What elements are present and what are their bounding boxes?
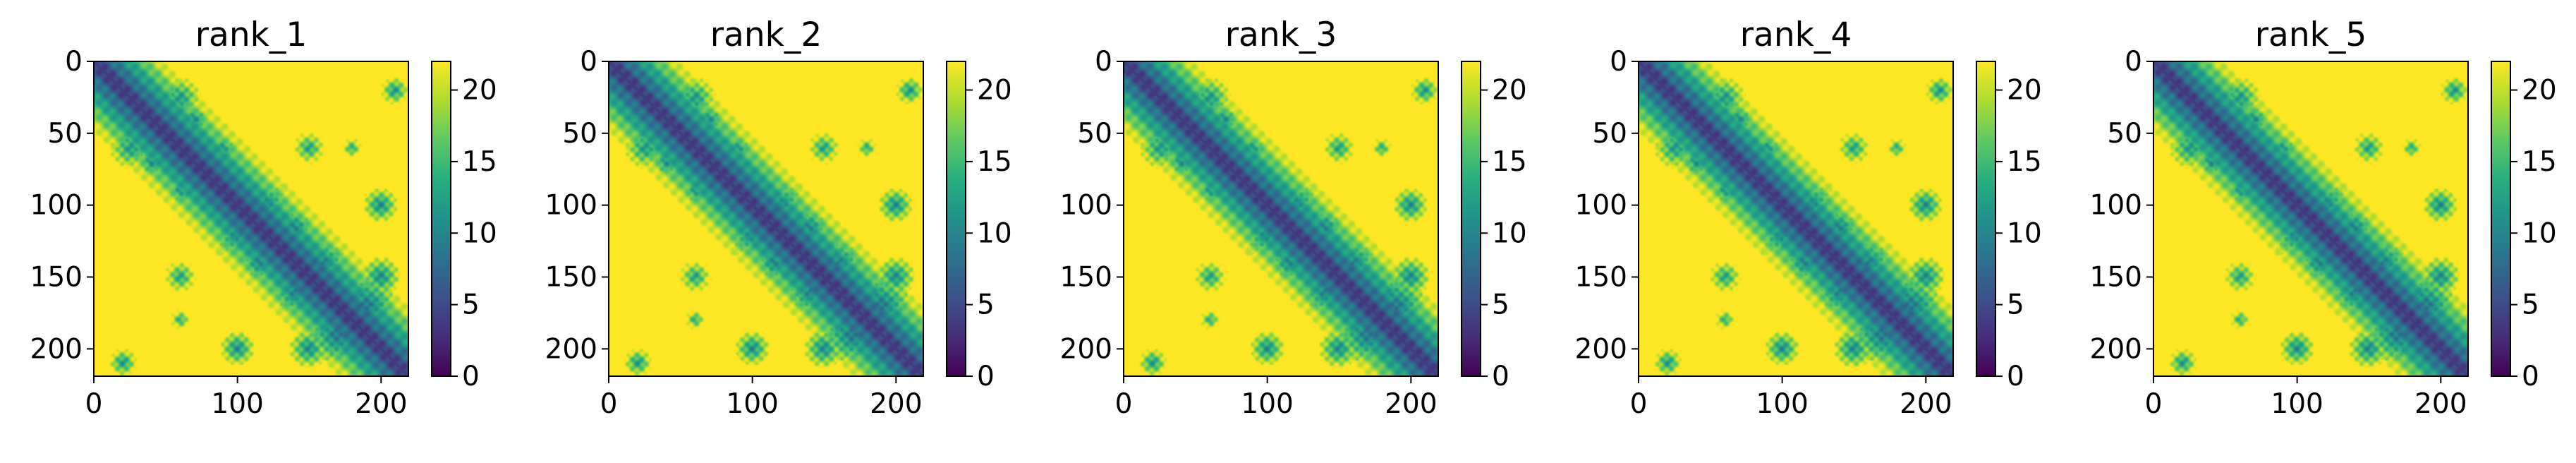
y-tick-label: 100 xyxy=(30,190,83,222)
y-tick-label: 50 xyxy=(562,118,597,150)
colorbar-tick-label: 5 xyxy=(2007,289,2024,321)
x-tick-label: 200 xyxy=(355,388,407,420)
colorbar-tick-label: 0 xyxy=(2007,361,2024,392)
distance-heatmap xyxy=(609,61,923,376)
colorbar-tick-label: 0 xyxy=(977,361,995,392)
axes-frame xyxy=(1123,61,1439,377)
colorbar-tick-label: 15 xyxy=(462,146,497,178)
x-tick-label: 0 xyxy=(1115,388,1133,420)
colorbar-tick-label: 5 xyxy=(2522,289,2539,321)
distance-heatmap xyxy=(1639,61,1953,376)
colorbar-tick-label: 10 xyxy=(1492,217,1527,249)
x-tick-label: 200 xyxy=(1900,388,1952,420)
colorbar-tick-label: 10 xyxy=(2007,217,2042,249)
y-tick-label: 100 xyxy=(1060,190,1112,222)
y-tick-label: 150 xyxy=(545,261,597,293)
colorbar-frame xyxy=(431,61,451,377)
colorbar-tick-label: 15 xyxy=(2522,146,2557,178)
colorbar-frame xyxy=(946,61,966,377)
distance-heatmap xyxy=(94,61,408,376)
y-tick-label: 50 xyxy=(1592,118,1627,150)
colorbar-frame xyxy=(1461,61,1481,377)
colorbar-tick-label: 20 xyxy=(2522,75,2557,107)
x-tick-label: 100 xyxy=(1241,388,1293,420)
axes-frame xyxy=(608,61,924,377)
y-tick-label: 50 xyxy=(2107,118,2142,150)
axes-frame xyxy=(93,61,409,377)
colorbar-tick-label: 0 xyxy=(1492,361,1509,392)
colorbar-tick-label: 10 xyxy=(2522,217,2557,249)
y-tick-label: 0 xyxy=(580,46,597,78)
panel-title: rank_3 xyxy=(1225,16,1337,54)
y-tick-label: 150 xyxy=(1575,261,1627,293)
distance-heatmap xyxy=(1124,61,1438,376)
colorbar-tick-label: 5 xyxy=(977,289,995,321)
y-tick-label: 200 xyxy=(2090,333,2142,365)
distance-heatmap xyxy=(2153,61,2468,376)
y-tick-label: 0 xyxy=(2125,46,2142,78)
colorbar-tick-label: 20 xyxy=(462,75,497,107)
y-tick-label: 50 xyxy=(1077,118,1112,150)
colorbar xyxy=(432,61,451,376)
colorbar-frame xyxy=(1976,61,1996,377)
y-tick-label: 0 xyxy=(65,46,83,78)
axes-frame xyxy=(1638,61,1954,377)
panel-title: rank_2 xyxy=(710,16,822,54)
y-tick-label: 100 xyxy=(2090,190,2142,222)
x-tick-label: 200 xyxy=(1385,388,1437,420)
colorbar-tick-label: 20 xyxy=(2007,75,2042,107)
x-tick-label: 0 xyxy=(600,388,618,420)
y-tick-label: 200 xyxy=(1060,333,1112,365)
panel-title: rank_1 xyxy=(195,16,308,54)
colorbar xyxy=(1976,61,1995,376)
y-tick-label: 200 xyxy=(1575,333,1627,365)
y-tick-label: 0 xyxy=(1095,46,1112,78)
axes-frame xyxy=(2153,61,2469,377)
colorbar xyxy=(947,61,966,376)
y-tick-label: 100 xyxy=(545,190,597,222)
x-tick-label: 100 xyxy=(2271,388,2323,420)
y-tick-label: 200 xyxy=(545,333,597,365)
x-tick-label: 0 xyxy=(1630,388,1648,420)
y-tick-label: 200 xyxy=(30,333,83,365)
colorbar-tick-label: 15 xyxy=(2007,146,2042,178)
colorbar-tick-label: 10 xyxy=(462,217,497,249)
colorbar xyxy=(1462,61,1481,376)
colorbar-tick-label: 15 xyxy=(977,146,1012,178)
colorbar-frame xyxy=(2491,61,2511,377)
colorbar-tick-label: 0 xyxy=(2522,361,2539,392)
colorbar-tick-label: 10 xyxy=(977,217,1012,249)
y-tick-label: 100 xyxy=(1575,190,1627,222)
x-tick-label: 0 xyxy=(85,388,103,420)
x-tick-label: 200 xyxy=(870,388,922,420)
colorbar-tick-label: 20 xyxy=(1492,75,1527,107)
panel-title: rank_5 xyxy=(2255,16,2367,54)
x-tick-label: 100 xyxy=(726,388,778,420)
x-tick-label: 100 xyxy=(211,388,263,420)
y-tick-label: 150 xyxy=(30,261,83,293)
colorbar-tick-label: 0 xyxy=(462,361,480,392)
x-tick-label: 100 xyxy=(1756,388,1808,420)
x-tick-label: 200 xyxy=(2414,388,2467,420)
y-tick-label: 50 xyxy=(47,118,83,150)
panel-title: rank_4 xyxy=(1740,16,1852,54)
y-tick-label: 150 xyxy=(1060,261,1112,293)
colorbar-tick-label: 15 xyxy=(1492,146,1527,178)
y-tick-label: 150 xyxy=(2090,261,2142,293)
colorbar-tick-label: 20 xyxy=(977,75,1012,107)
colorbar-tick-label: 5 xyxy=(462,289,480,321)
colorbar xyxy=(2491,61,2510,376)
x-tick-label: 0 xyxy=(2145,388,2163,420)
colorbar-tick-label: 5 xyxy=(1492,289,1509,321)
y-tick-label: 0 xyxy=(1610,46,1627,78)
